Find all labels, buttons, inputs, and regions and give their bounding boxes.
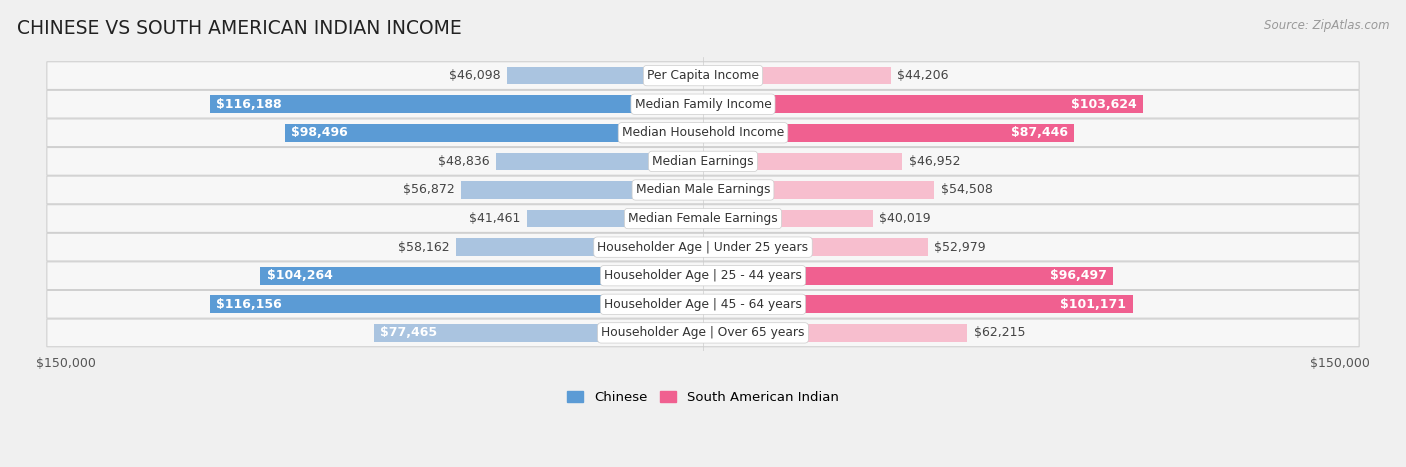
- Text: $41,461: $41,461: [470, 212, 520, 225]
- Bar: [209, 296, 703, 313]
- FancyBboxPatch shape: [46, 290, 1360, 318]
- Bar: [703, 124, 1074, 142]
- Bar: [374, 324, 703, 342]
- Text: $62,215: $62,215: [973, 326, 1025, 340]
- Text: Householder Age | 45 - 64 years: Householder Age | 45 - 64 years: [605, 298, 801, 311]
- FancyBboxPatch shape: [46, 233, 1360, 261]
- Text: $77,465: $77,465: [381, 326, 437, 340]
- Text: Median Female Earnings: Median Female Earnings: [628, 212, 778, 225]
- Bar: [456, 238, 703, 256]
- Text: Median Earnings: Median Earnings: [652, 155, 754, 168]
- Text: Source: ZipAtlas.com: Source: ZipAtlas.com: [1264, 19, 1389, 32]
- Text: $54,508: $54,508: [941, 184, 993, 197]
- FancyBboxPatch shape: [46, 148, 1360, 175]
- Text: $52,979: $52,979: [935, 241, 986, 254]
- Bar: [703, 296, 1133, 313]
- Text: $103,624: $103,624: [1071, 98, 1136, 111]
- Text: Householder Age | Under 25 years: Householder Age | Under 25 years: [598, 241, 808, 254]
- FancyBboxPatch shape: [46, 176, 1360, 204]
- Text: Per Capita Income: Per Capita Income: [647, 69, 759, 82]
- Text: $101,171: $101,171: [1060, 298, 1126, 311]
- Bar: [527, 210, 703, 227]
- Text: $104,264: $104,264: [267, 269, 332, 282]
- Bar: [703, 324, 967, 342]
- FancyBboxPatch shape: [46, 319, 1360, 347]
- Text: $96,497: $96,497: [1049, 269, 1107, 282]
- Text: $40,019: $40,019: [879, 212, 931, 225]
- FancyBboxPatch shape: [46, 119, 1360, 147]
- Bar: [703, 238, 928, 256]
- Text: $44,206: $44,206: [897, 69, 949, 82]
- Text: $46,952: $46,952: [908, 155, 960, 168]
- Bar: [703, 181, 935, 199]
- Bar: [461, 181, 703, 199]
- Text: $116,188: $116,188: [217, 98, 281, 111]
- Text: Householder Age | 25 - 44 years: Householder Age | 25 - 44 years: [605, 269, 801, 282]
- Bar: [703, 153, 903, 170]
- Bar: [260, 267, 703, 284]
- Bar: [284, 124, 703, 142]
- Text: Median Family Income: Median Family Income: [634, 98, 772, 111]
- Text: Householder Age | Over 65 years: Householder Age | Over 65 years: [602, 326, 804, 340]
- FancyBboxPatch shape: [46, 205, 1360, 233]
- FancyBboxPatch shape: [46, 90, 1360, 118]
- Text: $48,836: $48,836: [437, 155, 489, 168]
- Bar: [703, 267, 1112, 284]
- Text: $46,098: $46,098: [450, 69, 501, 82]
- Bar: [703, 210, 873, 227]
- Text: Median Household Income: Median Household Income: [621, 126, 785, 139]
- Text: Median Male Earnings: Median Male Earnings: [636, 184, 770, 197]
- Text: $58,162: $58,162: [398, 241, 450, 254]
- Bar: [703, 95, 1143, 113]
- Text: $98,496: $98,496: [291, 126, 347, 139]
- Bar: [495, 153, 703, 170]
- FancyBboxPatch shape: [46, 262, 1360, 290]
- FancyBboxPatch shape: [46, 62, 1360, 90]
- Text: $116,156: $116,156: [217, 298, 281, 311]
- Bar: [209, 95, 703, 113]
- Bar: [508, 67, 703, 85]
- Bar: [703, 67, 891, 85]
- Text: $56,872: $56,872: [404, 184, 456, 197]
- Legend: Chinese, South American Indian: Chinese, South American Indian: [562, 386, 844, 410]
- Text: CHINESE VS SOUTH AMERICAN INDIAN INCOME: CHINESE VS SOUTH AMERICAN INDIAN INCOME: [17, 19, 461, 38]
- Text: $87,446: $87,446: [1011, 126, 1069, 139]
